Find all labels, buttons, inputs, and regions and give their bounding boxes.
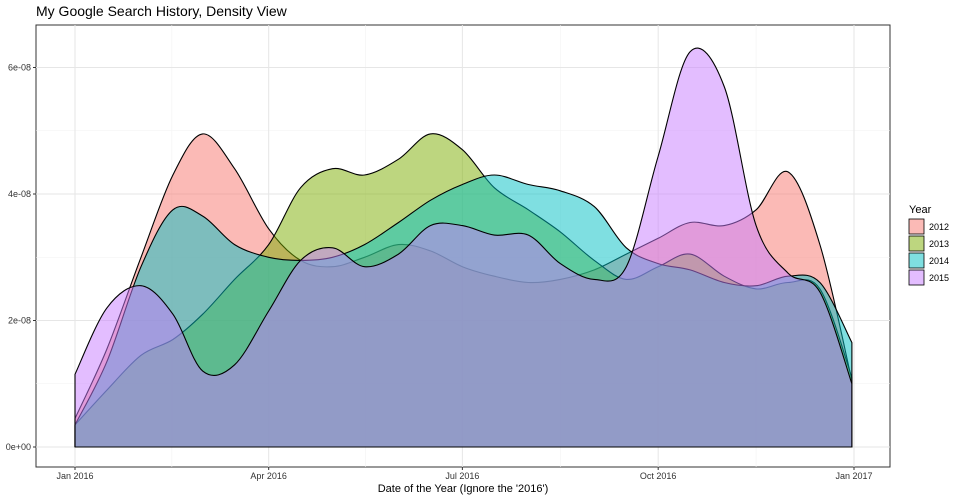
legend-key-2012: [908, 218, 925, 235]
area-layer: [74, 47, 853, 448]
x-tick-label: Oct 2016: [640, 471, 677, 481]
density-area-2015: [74, 47, 853, 448]
chart-title: My Google Search History, Density View: [36, 3, 287, 19]
y-tick-label: 6e-08: [8, 63, 31, 73]
x-tick-label: Jan 2017: [835, 471, 872, 481]
x-tick-label: Apr 2016: [250, 471, 287, 481]
axis-layer: Jan 2016 Apr 2016 Jul 2016 Oct 2016 Jan 2017…: [6, 63, 873, 482]
legend-label: 2014: [929, 256, 949, 266]
legend-title: Year: [909, 204, 932, 216]
y-tick-label: 2e-08: [8, 316, 31, 326]
legend-key-2013: [908, 235, 925, 252]
legend-label: 2015: [929, 273, 949, 283]
legend-label: 2013: [929, 239, 949, 249]
legend-key-2015: [908, 269, 925, 286]
legend: Year 2012 2013 2014 2015: [908, 204, 949, 286]
y-tick-label: 4e-08: [8, 189, 31, 199]
legend-label: 2012: [929, 222, 949, 232]
x-axis-title: Date of the Year (Ignore the '2016'): [378, 483, 549, 495]
x-tick-label: Jan 2016: [56, 471, 93, 481]
x-tick-label: Jul 2016: [445, 471, 479, 481]
legend-key-2014: [908, 252, 925, 269]
y-tick-label: 0e+00: [6, 442, 31, 452]
